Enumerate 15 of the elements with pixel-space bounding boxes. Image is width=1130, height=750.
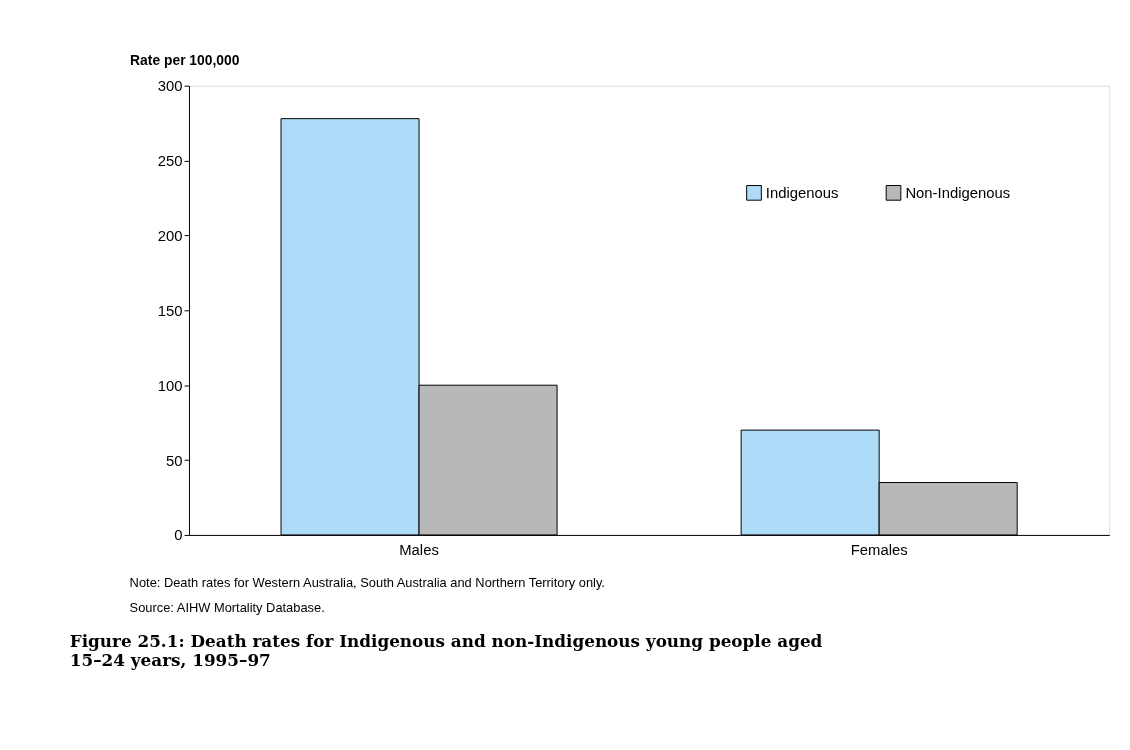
y-tick-label: 250 [157, 153, 183, 170]
text: Figure 25.1: Death rates for Indigenous and non-Indigenous young people aged 15–24 years, 1995–97 [69, 630, 823, 670]
y-tick-label: 150 [157, 302, 183, 319]
x-tick-label: Females [850, 542, 908, 559]
y-axis-title: Rate per 100,000 [130, 52, 240, 69]
text: Note: Death rates for Western Australia, South Australia and Northern Territory only. [129, 574, 605, 590]
y-tick-label: 50 [166, 452, 183, 469]
x-tick-label: Males [399, 542, 439, 559]
y-tick-label: 100 [157, 377, 183, 394]
y-tick-label: 300 [157, 78, 183, 95]
y-tick-label: 0 [174, 527, 183, 544]
y-tick-label: 200 [157, 227, 183, 244]
source-note: Source: AIHW Mortality Database. [129, 599, 325, 615]
legend-label: Indigenous [765, 184, 839, 201]
legend-label: Non-Indigenous [905, 184, 1011, 201]
